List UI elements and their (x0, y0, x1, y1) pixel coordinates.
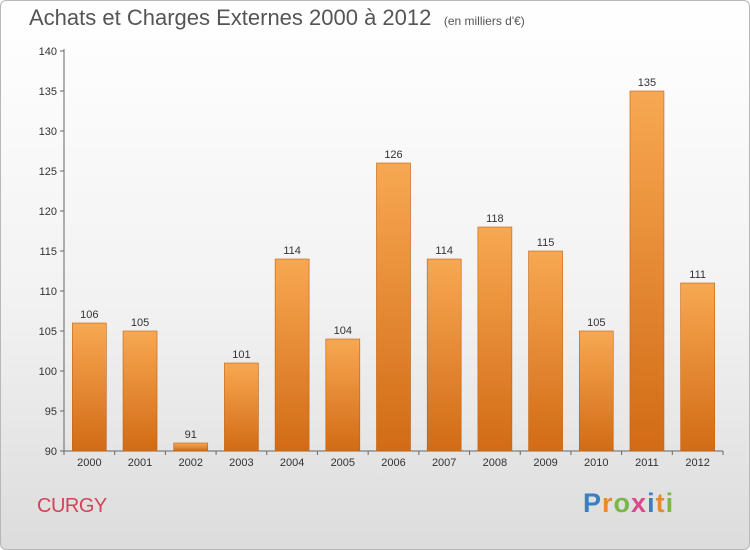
y-tick-label: 120 (39, 206, 57, 218)
bar (426, 258, 462, 452)
x-tick-label: 2000 (77, 457, 101, 469)
y-tick-label: 90 (45, 446, 57, 458)
y-tick-label: 130 (39, 126, 57, 138)
logo-letter: i (647, 488, 656, 518)
y-tick-label: 115 (39, 246, 57, 258)
data-label: 126 (384, 149, 402, 161)
x-tick-label: 2005 (331, 457, 355, 469)
data-label: 106 (80, 309, 98, 321)
x-tick-label: 2003 (229, 457, 253, 469)
x-tick-label: 2011 (635, 457, 659, 469)
y-tick-label: 100 (39, 366, 57, 378)
logo-letter: P (583, 488, 603, 518)
x-tick-label: 2007 (432, 457, 456, 469)
chart-title: Achats et Charges Externes 2000 à 2012 (29, 5, 432, 30)
x-tick-label: 2001 (128, 457, 152, 469)
data-label: 104 (334, 325, 352, 337)
x-tick-label: 2012 (685, 457, 709, 469)
data-label: 105 (131, 317, 149, 329)
data-label: 114 (435, 245, 453, 257)
x-tick-label: 2002 (178, 457, 202, 469)
bar (173, 442, 209, 452)
x-tick-label: 2008 (483, 457, 507, 469)
data-label: 118 (486, 213, 504, 225)
city-name: CURGY (37, 495, 107, 517)
x-tick-label: 2010 (584, 457, 608, 469)
bar (376, 162, 411, 452)
bar (629, 90, 665, 452)
data-label: 135 (638, 77, 656, 89)
x-tick-label: 2004 (280, 457, 304, 469)
logo-letter: x (631, 488, 648, 518)
y-tick-label: 95 (45, 406, 57, 418)
y-tick-label: 105 (39, 326, 57, 338)
bar (122, 330, 158, 452)
bar (477, 226, 513, 452)
x-tick-label: 2006 (381, 457, 405, 469)
data-label: 111 (689, 269, 706, 281)
bar (578, 330, 614, 452)
data-label: 114 (283, 245, 301, 257)
y-tick-label: 125 (39, 166, 57, 178)
chart-unit: (en milliers d'€) (443, 14, 525, 28)
data-label: 101 (232, 349, 250, 361)
proxiti-logo: Proxiti (583, 488, 674, 519)
bar (224, 362, 259, 452)
x-tick-label: 2009 (533, 457, 557, 469)
title-row: Achats et Charges Externes 2000 à 2012 (… (29, 5, 525, 31)
data-label: 91 (185, 429, 197, 441)
bar (528, 250, 563, 452)
data-label: 105 (587, 317, 605, 329)
bar (325, 338, 361, 452)
data-label: 115 (537, 237, 555, 249)
y-tick-label: 140 (39, 46, 57, 58)
logo-letter: o (613, 488, 632, 518)
y-tick-label: 135 (39, 86, 57, 98)
bar (72, 322, 107, 452)
logo-letter: r (602, 488, 614, 518)
bar (274, 258, 310, 452)
bar (680, 282, 715, 452)
logo-letter: t (655, 488, 666, 518)
logo-letter: i (665, 488, 675, 518)
y-tick-label: 110 (39, 286, 57, 298)
